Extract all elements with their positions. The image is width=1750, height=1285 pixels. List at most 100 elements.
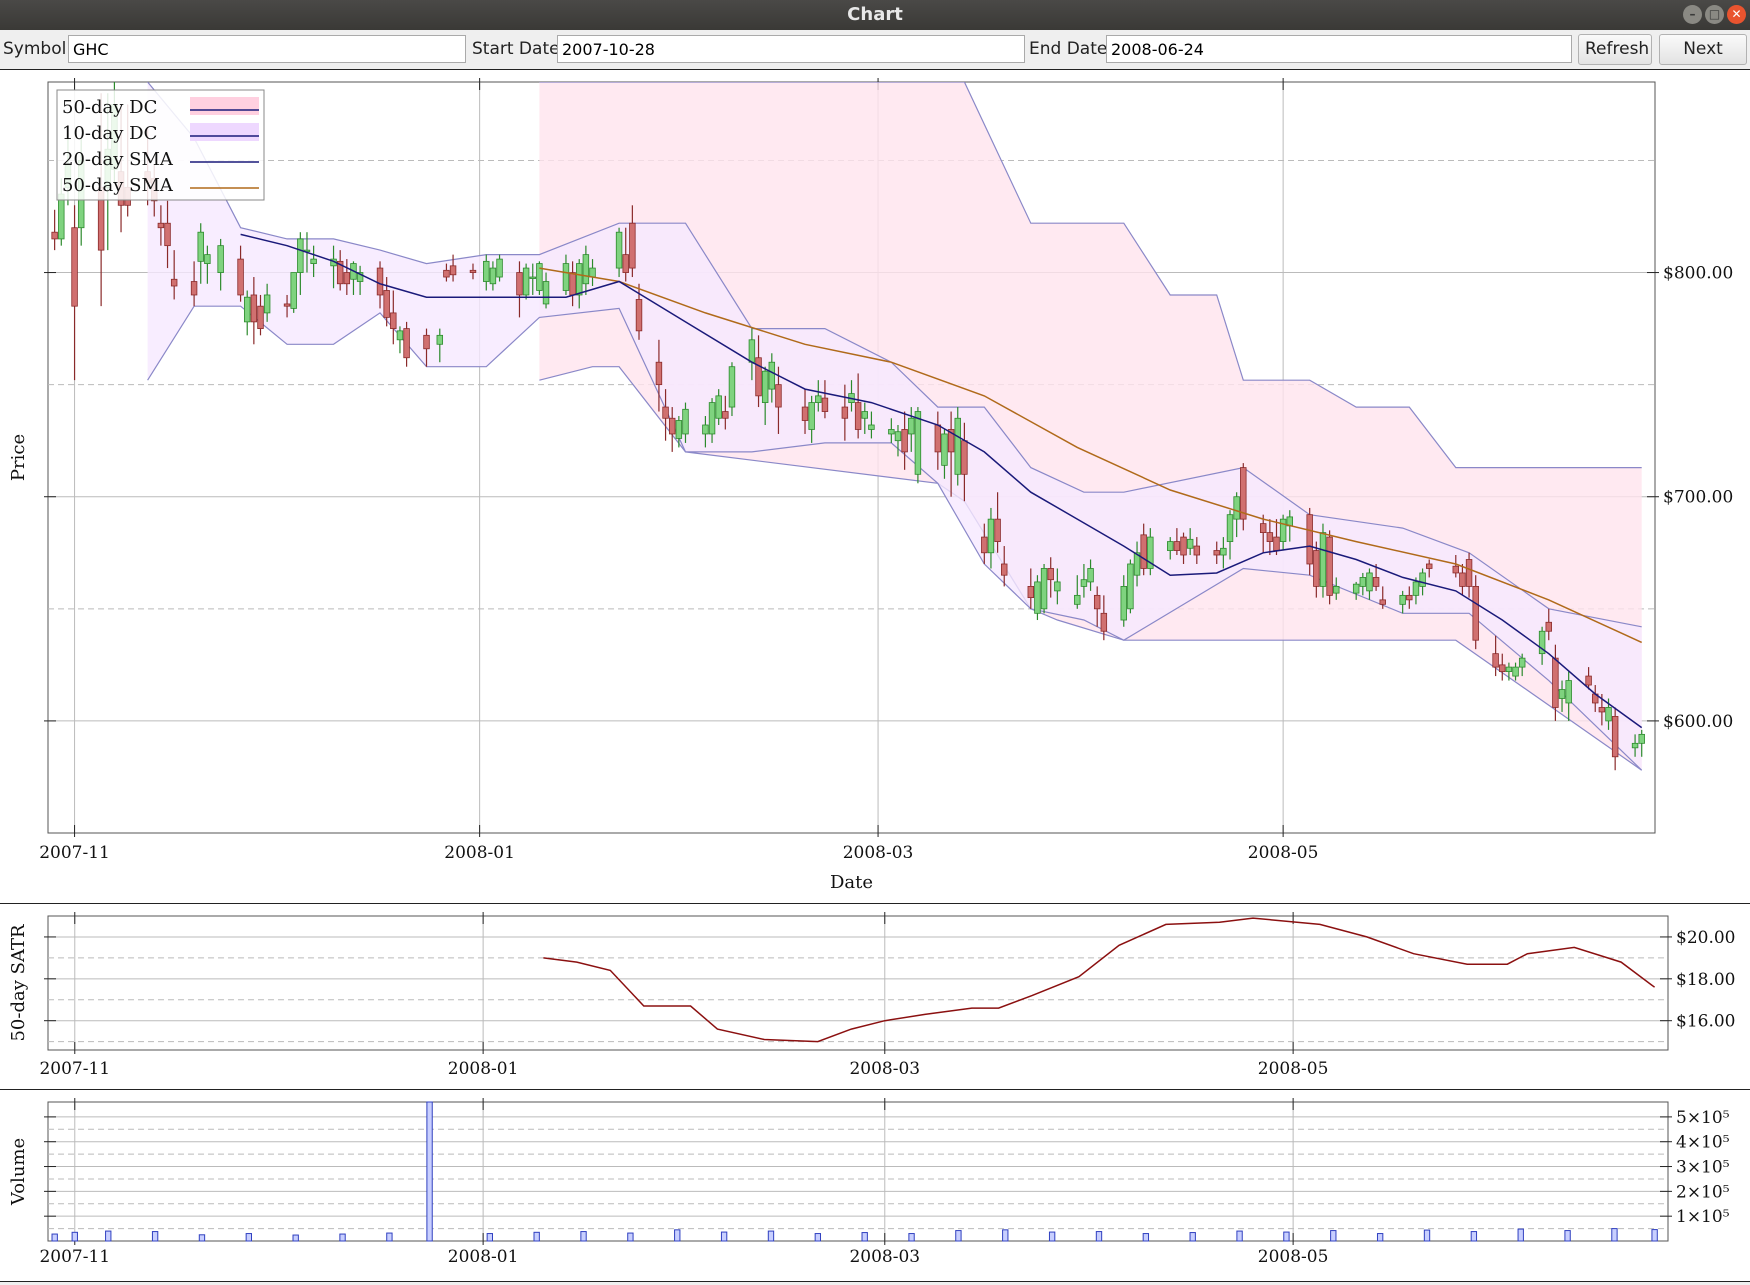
- candle-body: [1611, 716, 1619, 758]
- volume-bar: [1470, 1231, 1478, 1242]
- candle-body: [1226, 514, 1234, 542]
- candle-body: [761, 370, 769, 403]
- x-tick-label: 2008-03: [849, 1059, 920, 1079]
- volume-bar: [1423, 1229, 1431, 1242]
- candle-body: [808, 402, 815, 430]
- volume-bar: [580, 1231, 587, 1242]
- satr-chart: $20.00 $18.00 $16.00 2007-11 2008-01 2008-03 2…: [8, 912, 1735, 1079]
- candle-body: [1565, 680, 1572, 704]
- candle-body: [396, 330, 404, 341]
- refresh-button[interactable]: Refresh: [1578, 34, 1652, 65]
- candle-body: [728, 366, 736, 408]
- price-chart: $800.00 $700.00 $600.00 2007-11 2008-01 2008-…: [8, 78, 1733, 893]
- candle-body: [1518, 657, 1526, 668]
- volume-bar: [426, 1101, 433, 1242]
- volume-bar: [1283, 1231, 1290, 1242]
- x-tick-label: 2008-01: [448, 1059, 519, 1079]
- candle-body: [702, 424, 709, 435]
- volume-bar: [292, 1234, 299, 1242]
- candle-body: [297, 238, 304, 273]
- candle-body: [1366, 572, 1373, 592]
- volume-bar: [105, 1230, 112, 1242]
- candle-body: [204, 254, 211, 264]
- start-date-label: Start Date: [472, 39, 560, 59]
- candle-body: [263, 294, 271, 314]
- y-axis-label: Volume: [8, 1138, 29, 1206]
- window-titlebar: Chart – □ ✕: [0, 0, 1750, 30]
- candle-body: [1359, 577, 1367, 587]
- volume-bar: [1142, 1233, 1150, 1242]
- volume-bar: [814, 1233, 822, 1242]
- x-tick-label: 2008-03: [843, 843, 914, 863]
- candle-body: [522, 267, 530, 296]
- candle-body: [469, 269, 477, 273]
- candle-body: [197, 231, 204, 262]
- candle-body: [682, 408, 689, 435]
- legend-label: 50-day DC: [62, 97, 157, 118]
- end-date-label: End Date: [1029, 39, 1108, 59]
- candle-body: [1319, 532, 1327, 587]
- y-tick-label: 2×10⁵: [1676, 1182, 1730, 1202]
- candle-body: [815, 395, 822, 403]
- candle-body: [403, 328, 410, 359]
- window-controls: – □ ✕: [1683, 5, 1746, 24]
- symbol-input[interactable]: [68, 35, 466, 63]
- maximize-icon[interactable]: □: [1705, 5, 1724, 24]
- symbol-label: Symbol: [3, 39, 67, 59]
- legend-swatch: [190, 97, 259, 115]
- candle-body: [722, 411, 729, 419]
- candle-body: [1054, 581, 1061, 592]
- y-tick-label: 5×10⁵: [1676, 1108, 1730, 1128]
- candle-body: [662, 406, 669, 419]
- end-date-input[interactable]: [1106, 35, 1572, 63]
- candle-body: [821, 397, 829, 412]
- candle-body: [336, 260, 344, 285]
- candle-body: [1040, 568, 1048, 610]
- y-axis-label: 50-day SATR: [8, 924, 29, 1041]
- price-chart-panel: $800.00 $700.00 $600.00 2007-11 2008-01 2008-…: [0, 69, 1750, 905]
- volume-bar: [1048, 1231, 1056, 1242]
- candle-body: [1419, 572, 1426, 587]
- candle-body: [622, 254, 629, 273]
- candle-body: [1538, 630, 1546, 655]
- x-tick-label: 2008-01: [444, 843, 515, 863]
- candle-body: [1459, 572, 1466, 587]
- candle-body: [449, 265, 457, 276]
- candle-body: [436, 334, 444, 345]
- candle-body: [1372, 577, 1380, 587]
- legend-label: 20-day SMA: [62, 149, 174, 170]
- close-icon[interactable]: ✕: [1727, 5, 1746, 24]
- volume-bar: [720, 1231, 728, 1242]
- minimize-icon[interactable]: –: [1683, 5, 1702, 24]
- volume-bar: [533, 1231, 540, 1242]
- volume-bar: [1651, 1229, 1658, 1242]
- volume-bar: [1236, 1230, 1243, 1242]
- candle-body: [629, 222, 636, 269]
- next-day-button[interactable]: Next Day: [1659, 34, 1747, 88]
- candle-body: [888, 429, 895, 435]
- candle-body: [775, 384, 782, 408]
- candle-body: [1552, 657, 1559, 708]
- candle-body: [1499, 664, 1506, 672]
- candle-body: [1313, 550, 1320, 587]
- candle-body: [536, 263, 543, 291]
- candle-body: [1605, 707, 1612, 722]
- candle-body: [383, 290, 390, 318]
- candle-body: [1399, 594, 1406, 605]
- start-date-input[interactable]: [557, 35, 1025, 63]
- candle-body: [854, 402, 862, 430]
- candle-body: [1220, 547, 1227, 556]
- candle-body: [483, 260, 490, 282]
- sma20-line: [240, 233, 1643, 729]
- x-tick-label: 2008-01: [448, 1247, 519, 1267]
- volume-bar: [767, 1230, 775, 1242]
- candle-body: [51, 231, 58, 240]
- candle-body: [1173, 541, 1181, 551]
- y-tick-label: $700.00: [1663, 488, 1733, 508]
- candle-body: [801, 406, 809, 421]
- candle-body: [489, 267, 497, 285]
- candle-body: [1379, 599, 1386, 605]
- volume-bar: [1330, 1230, 1337, 1242]
- candle-body: [994, 518, 1001, 542]
- candle-body: [1193, 545, 1201, 556]
